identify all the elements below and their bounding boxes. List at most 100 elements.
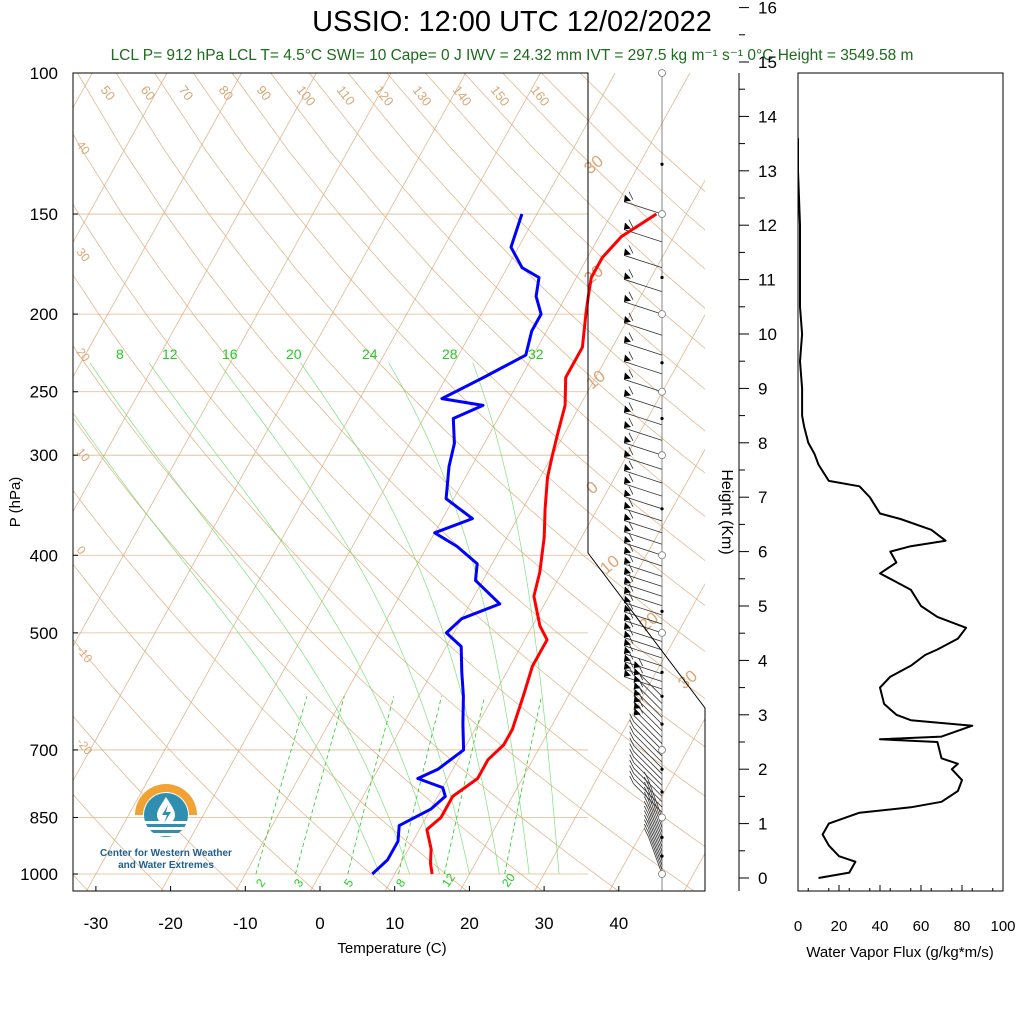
barb-feather (643, 776, 649, 786)
dry-adiabat-line (579, 73, 705, 193)
wind-barb (623, 432, 663, 456)
cw3e-logo: Center for Western Weather and Water Ext… (96, 783, 236, 872)
barb-shaft (623, 668, 663, 682)
barb-feather (643, 814, 649, 824)
dry-adiabat-line (309, 73, 705, 474)
barb-feather (629, 737, 635, 746)
barb-shaft (647, 809, 663, 848)
height-tick-label: 9 (758, 379, 767, 398)
barb-shaft (623, 301, 663, 315)
barb-feather (643, 796, 649, 805)
barb-feather (643, 771, 649, 781)
barb-feather (638, 698, 644, 708)
barb-shaft (623, 553, 663, 567)
barb-flag (623, 613, 631, 621)
barb-feather (629, 713, 635, 722)
barb-level-dot (660, 416, 664, 421)
barb-feather (628, 486, 634, 495)
barb-shaft (633, 756, 663, 786)
barb-shaft (633, 739, 663, 769)
x-tick-label: -10 (233, 914, 258, 933)
barb-flag (623, 405, 631, 413)
isotherm-label: 120 (372, 83, 397, 109)
barb-feather (628, 563, 634, 573)
wind-barb (633, 705, 663, 744)
barb-feather (628, 635, 634, 644)
mixing-ratio-line (347, 696, 395, 875)
wind-barb (623, 446, 663, 470)
barb-flag (623, 669, 631, 677)
barb-flag (623, 450, 631, 458)
mixing-ratio-label: 8 (393, 876, 408, 890)
y-tick-label: 200 (30, 305, 58, 324)
height-tick-label: 3 (758, 706, 767, 725)
barb-flag (633, 695, 641, 703)
barb-flag (623, 586, 631, 594)
barb-flag (623, 194, 631, 202)
wind-barb (623, 498, 663, 522)
barb-feather (628, 601, 634, 610)
barb-feather (643, 791, 649, 800)
barb-shaft (647, 779, 663, 818)
isotherm-line (609, 717, 705, 891)
flux-x-tick-label: 80 (954, 918, 971, 935)
wind-barb (643, 786, 663, 833)
barb-shaft (633, 715, 663, 744)
barb-feather (643, 801, 649, 810)
mixing-ratio-line (443, 696, 486, 875)
barb-shaft (647, 789, 663, 828)
wind-barb (623, 651, 663, 675)
wind-barb (623, 532, 663, 556)
wind-barb (623, 386, 663, 410)
barb-feather (643, 781, 649, 791)
skewt-profiles (371, 212, 658, 876)
y-tick-label: 250 (30, 383, 58, 402)
dry-adiabat-line (154, 73, 705, 653)
moist-adiabat-line (300, 362, 500, 875)
barb-feather (629, 775, 635, 785)
isotherm-line (384, 314, 705, 891)
barb-feather (628, 618, 634, 628)
barb-shaft (623, 645, 663, 659)
x-tick-label: 30 (535, 914, 554, 933)
barb-flag (623, 372, 631, 380)
barb-shaft (623, 201, 663, 215)
barb-feather (628, 386, 634, 395)
wind-barb (629, 754, 663, 792)
barb-feather (629, 770, 635, 779)
mixing-ratio-line (504, 696, 542, 875)
barb-feather (628, 651, 634, 660)
barb-feather (628, 269, 634, 278)
barb-shaft (623, 496, 663, 510)
barb-feather (628, 583, 634, 592)
height-tick-label: 12 (758, 216, 777, 235)
barb-shaft (647, 827, 663, 866)
barb-flag (623, 501, 631, 509)
wind-barb (629, 737, 663, 775)
flux-x-axis-label: Water Vapor Flux (g/kg*m/s) (806, 944, 994, 961)
moist-adiabat-label: 16 (222, 346, 238, 362)
barb-level-dot (660, 670, 664, 674)
barb-flag (623, 272, 631, 280)
barb-calm-circle (658, 387, 666, 396)
x-tick-label: 0 (315, 914, 324, 933)
moist-adiabat-label: 28 (442, 346, 458, 362)
flux-x-tick-label: 20 (831, 918, 848, 935)
mixing-ratio-label: 5 (341, 876, 356, 890)
barb-feather (628, 417, 634, 427)
logo-caption-line2: and Water Extremes (118, 860, 214, 871)
barb-shaft (647, 818, 663, 857)
barb-flag (623, 556, 631, 564)
barb-feather (628, 191, 634, 200)
isotherm-label: 110 (334, 83, 359, 109)
barb-feather (628, 473, 634, 482)
barb-shaft (647, 799, 663, 838)
wind-barb (629, 770, 663, 808)
barb-shaft (623, 342, 663, 356)
dry-adiabat-line (77, 73, 705, 748)
isotherm-label: 80 (216, 83, 237, 104)
barb-feather (643, 786, 649, 796)
barb-level-dot (660, 361, 664, 365)
barb-feather (629, 743, 635, 752)
barb-shaft (623, 542, 663, 556)
